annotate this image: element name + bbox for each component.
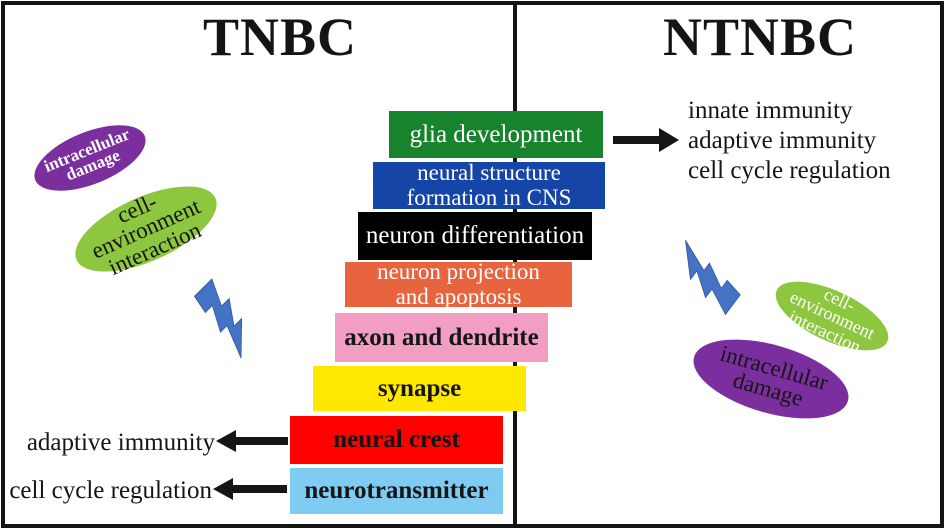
arrow-right-icon (613, 128, 679, 152)
bar-neurotransmitter: neurotransmitter (290, 468, 503, 514)
bar-neural-crest: neural crest (290, 416, 503, 464)
bar-label: neurotransmitter (304, 477, 489, 504)
bar-label: and apoptosis (395, 283, 522, 309)
ntnbc-callout-lines: innate immunity adaptive immunity cell c… (688, 96, 891, 186)
bar-label: formation in CNS (406, 184, 572, 210)
arrow-left-icon-neural-crest (216, 430, 288, 452)
bar-label: axon and dendrite (344, 323, 539, 351)
bar-label: neuron differentiation (365, 222, 585, 249)
bar-label: neuron projection (377, 259, 540, 285)
bar-label: neural structure (417, 160, 561, 186)
bar-axon-and-dendrite: axon and dendrite (335, 313, 548, 362)
callout-adaptive-immunity: adaptive immunity (26, 429, 215, 456)
callout-line: adaptive immunity (688, 127, 877, 154)
bar-neuron-projection-apoptosis: neuron projection and apoptosis (345, 259, 572, 309)
callout-cell-cycle-regulation: cell cycle regulation (9, 477, 212, 504)
callout-line: cell cycle regulation (688, 157, 891, 184)
bar-label: synapse (377, 374, 462, 402)
bar-synapse: synapse (313, 366, 526, 411)
tnbc-title: TNBC (202, 7, 358, 67)
lightning-bolt-icon-left (193, 278, 243, 359)
bar-label: glia development (409, 120, 583, 148)
lightning-bolt-icon-right (685, 240, 741, 316)
callout-line: innate immunity (688, 97, 853, 124)
bar-label: neural crest (333, 426, 460, 453)
arrow-left-icon-neurotransmitter (213, 478, 287, 500)
ntnbc-title: NTNBC (662, 7, 858, 67)
bar-glia-development: glia development (389, 111, 603, 158)
bar-neural-structure-formation: neural structure formation in CNS (373, 160, 605, 210)
bar-neuron-differentiation: neuron differentiation (358, 212, 592, 260)
